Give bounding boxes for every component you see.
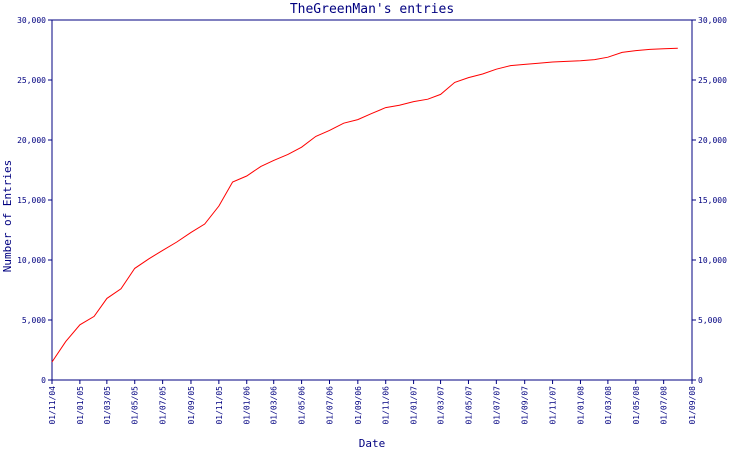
y-tick-label-right: 5,000 [698, 316, 722, 325]
x-tick-label: 01/07/07 [492, 386, 501, 425]
x-tick-label: 01/09/08 [688, 386, 697, 425]
x-axis-label: Date [359, 437, 386, 450]
y-ticks: 0 0 5,000 5,000 10,000 10,000 15,000 15,000 20,0… [17, 16, 727, 385]
y-tick-label-right: 10,000 [698, 256, 727, 265]
x-tick-label: 01/01/08 [576, 386, 585, 425]
y-axis-label: Number of Entries [1, 160, 14, 273]
y-tick-label-right: 30,000 [698, 16, 727, 25]
x-tick-label: 01/11/04 [48, 386, 57, 425]
chart-title: TheGreenMan's entries [290, 2, 454, 17]
y-tick-label-left: 30,000 [17, 16, 46, 25]
x-tick-label: 01/11/07 [549, 386, 558, 425]
series-group [51, 47, 678, 363]
x-tick-label: 01/01/05 [76, 386, 85, 425]
x-tick-label: 01/05/07 [464, 386, 473, 425]
y-tick-label-left: 15,000 [17, 196, 46, 205]
y-tick-label-right: 20,000 [698, 136, 727, 145]
x-tick-label: 01/07/05 [159, 386, 168, 425]
x-tick-label: 01/03/05 [103, 386, 112, 425]
x-tick-label: 01/01/06 [243, 386, 252, 425]
axes [51, 19, 693, 381]
x-tick-label: 01/09/06 [354, 386, 363, 425]
y-tick-label-right: 25,000 [698, 76, 727, 85]
x-tick-label: 01/07/08 [660, 386, 669, 425]
y-tick-label-left: 5,000 [22, 316, 46, 325]
series-line-0 [51, 47, 678, 363]
y-tick-label-left: 10,000 [17, 256, 46, 265]
x-tick-label: 01/05/08 [632, 386, 641, 425]
x-tick-label: 01/05/06 [298, 386, 307, 425]
x-tick-label: 01/01/07 [410, 386, 419, 425]
y-tick-label-right: 0 [698, 376, 703, 385]
y-tick-label-right: 15,000 [698, 196, 727, 205]
y-tick-label-left: 0 [41, 376, 46, 385]
x-tick-label: 01/03/06 [270, 386, 279, 425]
x-tick-label: 01/03/08 [604, 386, 613, 425]
x-tick-label: 01/11/05 [215, 386, 224, 425]
x-tick-label: 01/09/07 [521, 386, 530, 425]
x-tick-label: 01/05/05 [131, 386, 140, 425]
y-tick-label-left: 25,000 [17, 76, 46, 85]
x-ticks: 01/11/04 01/01/05 01/03/05 01/05/05 01/07/05… [48, 380, 697, 425]
x-tick-label: 01/09/05 [187, 386, 196, 425]
x-tick-label: 01/11/06 [382, 386, 391, 425]
y-tick-label-left: 20,000 [17, 136, 46, 145]
x-tick-label: 01/07/06 [325, 386, 334, 425]
x-tick-label: 01/03/07 [437, 386, 446, 425]
